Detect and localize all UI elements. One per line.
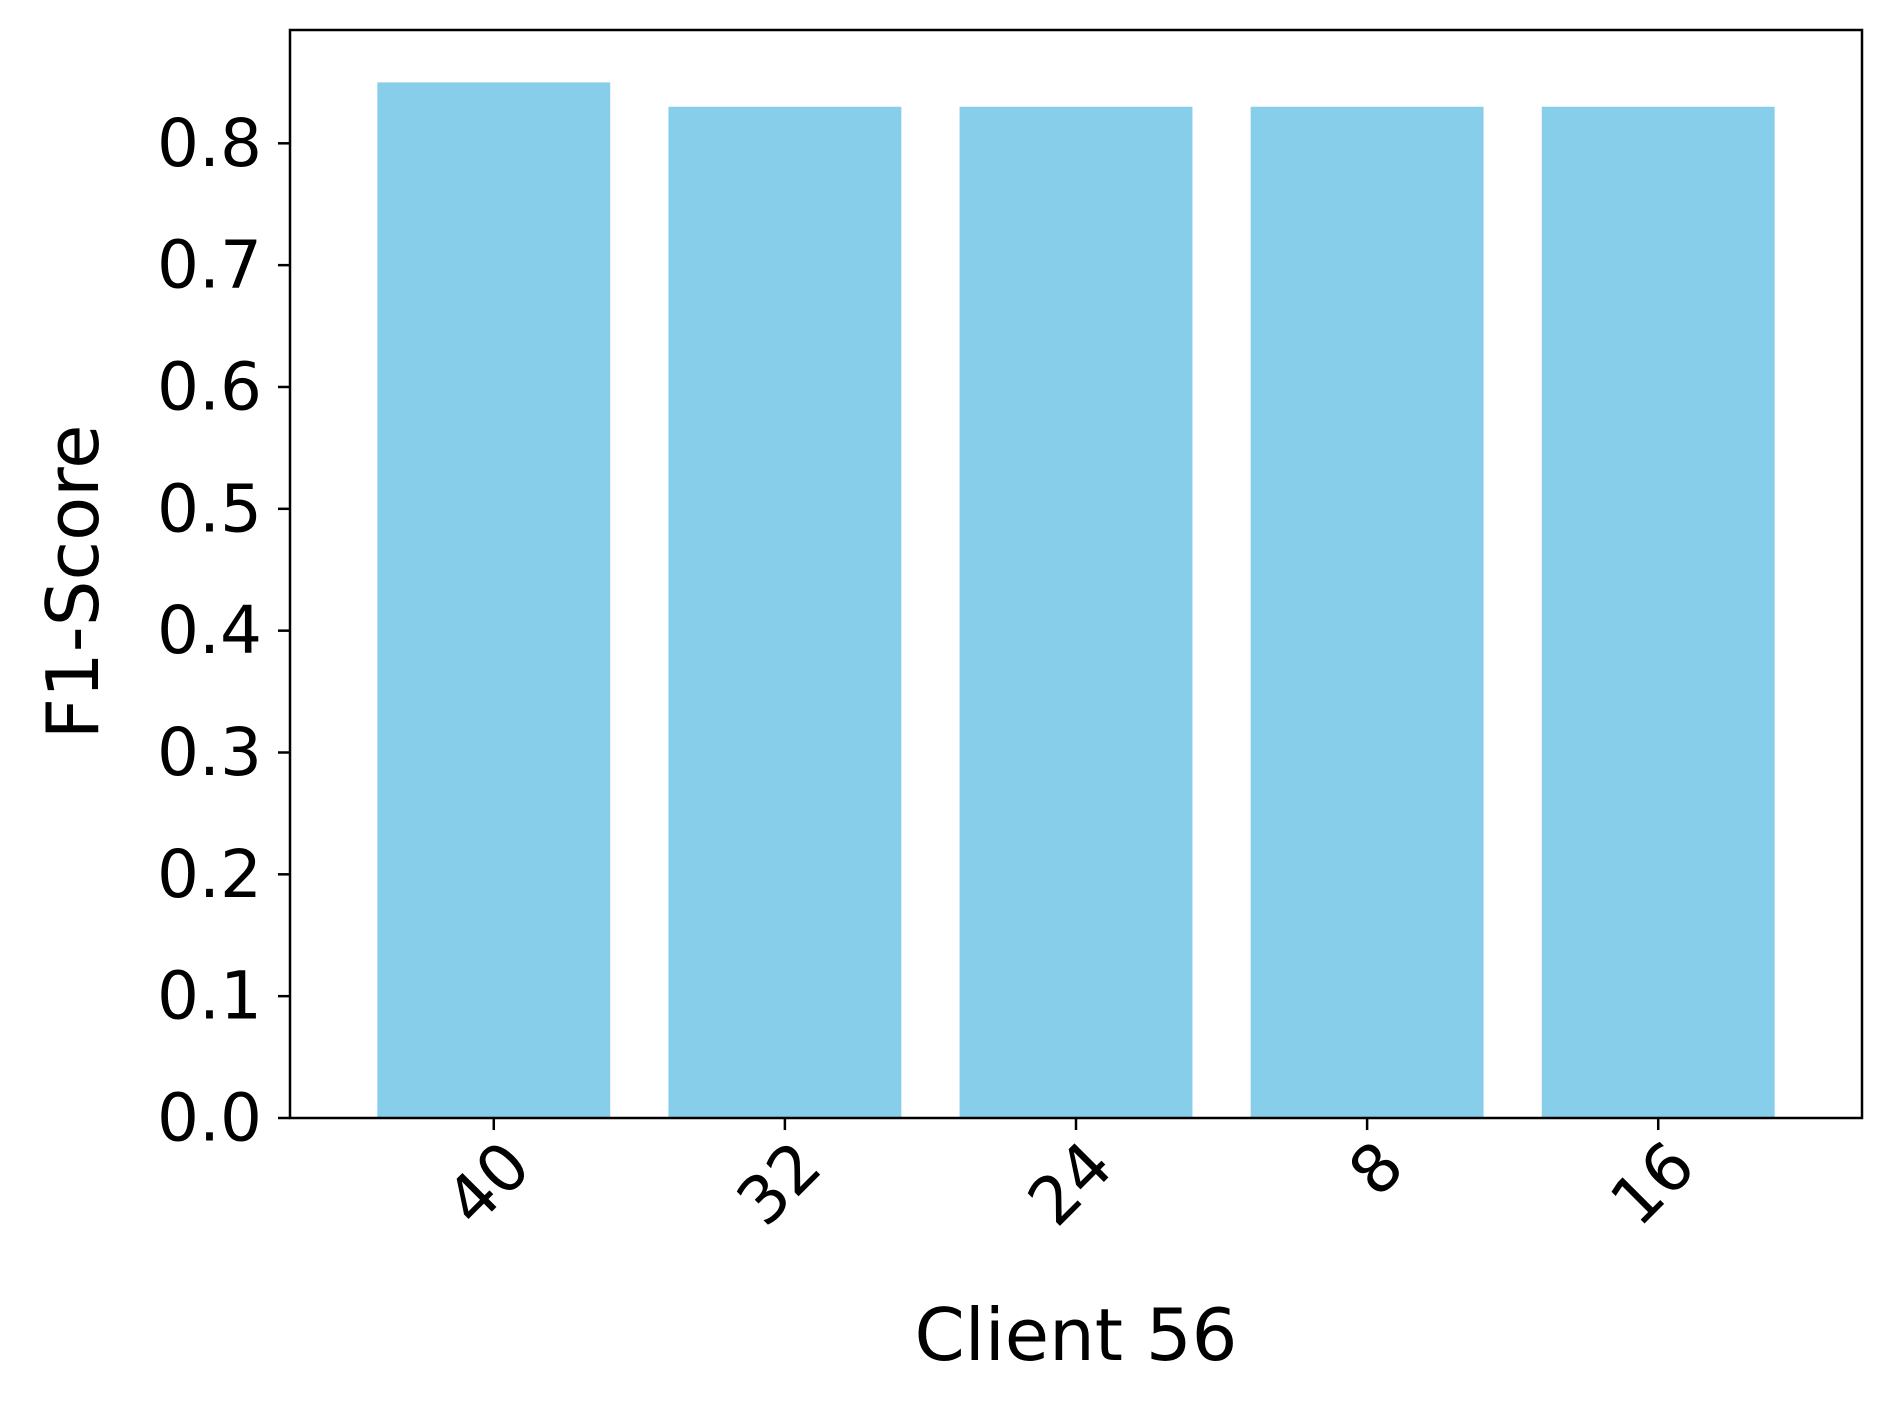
- x-tick-label: 16: [1596, 1127, 1710, 1241]
- x-axis-title: Client 56: [915, 1293, 1238, 1377]
- bars-layer: [377, 82, 1775, 1119]
- y-tick-label: 0.1: [157, 958, 262, 1035]
- y-tick-label: 0.4: [157, 592, 262, 669]
- y-tick-label: 0.7: [157, 227, 262, 304]
- bar-16: [1541, 106, 1775, 1118]
- bar-24: [959, 106, 1193, 1118]
- y-tick-label: 0.5: [157, 470, 262, 547]
- x-axis: 40 32 24 8 16: [431, 1118, 1709, 1241]
- y-tick-label: 0.3: [157, 714, 262, 791]
- y-tick-label: 0.0: [157, 1080, 262, 1157]
- x-tick-label: 32: [722, 1127, 836, 1241]
- y-tick-label: 0.6: [157, 348, 262, 425]
- x-tick-label: 24: [1013, 1127, 1127, 1241]
- bar-8: [1250, 106, 1484, 1118]
- bar-32: [668, 106, 902, 1118]
- x-tick-label: 40: [431, 1127, 545, 1241]
- bar-40: [377, 82, 611, 1119]
- y-tick-label: 0.2: [157, 836, 262, 913]
- y-axis-title: F1-Score: [31, 425, 115, 740]
- y-axis: 0.0 0.1 0.2 0.3 0.4 0.5 0.6 0.7 0.8: [157, 105, 290, 1157]
- y-tick-label: 0.8: [157, 105, 262, 182]
- x-tick-label: 8: [1334, 1127, 1418, 1211]
